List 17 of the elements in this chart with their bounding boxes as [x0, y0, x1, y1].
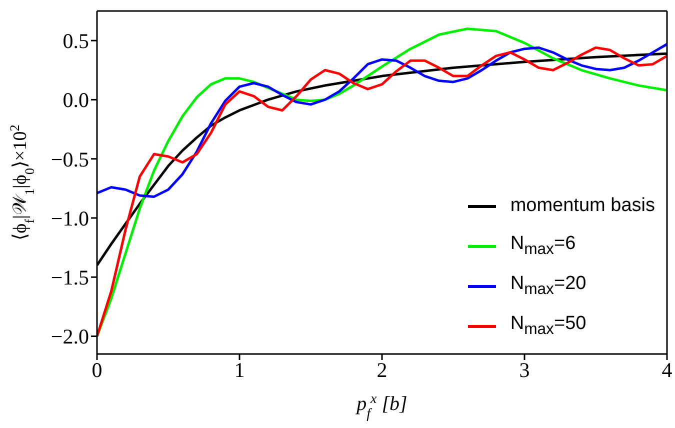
legend-label: N$_{max}$=50	[510, 313, 586, 339]
y-tick-label: −1.0	[50, 206, 89, 230]
legend-label: momentum basis	[510, 195, 655, 217]
y-tick-label: 0.5	[62, 29, 89, 54]
y-tick-label: −2.0	[50, 324, 89, 349]
x-tick-label: 0	[92, 358, 102, 382]
x-tick-label: 2	[376, 358, 388, 382]
legend-label: N$_{max}$=6	[510, 233, 576, 259]
y-tick-label: −0.5	[50, 147, 89, 172]
x-tick-label: 3	[519, 358, 530, 382]
y-tick-label: 0.0	[62, 88, 89, 112]
legend-label: N$_{max}$=20	[510, 273, 586, 299]
x-axis-title: p$_{f}$$^{x}$ [b]	[354, 392, 408, 422]
line-series	[97, 42, 667, 198]
x-tick-label: 1	[234, 358, 245, 382]
x-tick-label: 4	[662, 358, 673, 382]
y-tick-label: −1.5	[50, 266, 89, 290]
